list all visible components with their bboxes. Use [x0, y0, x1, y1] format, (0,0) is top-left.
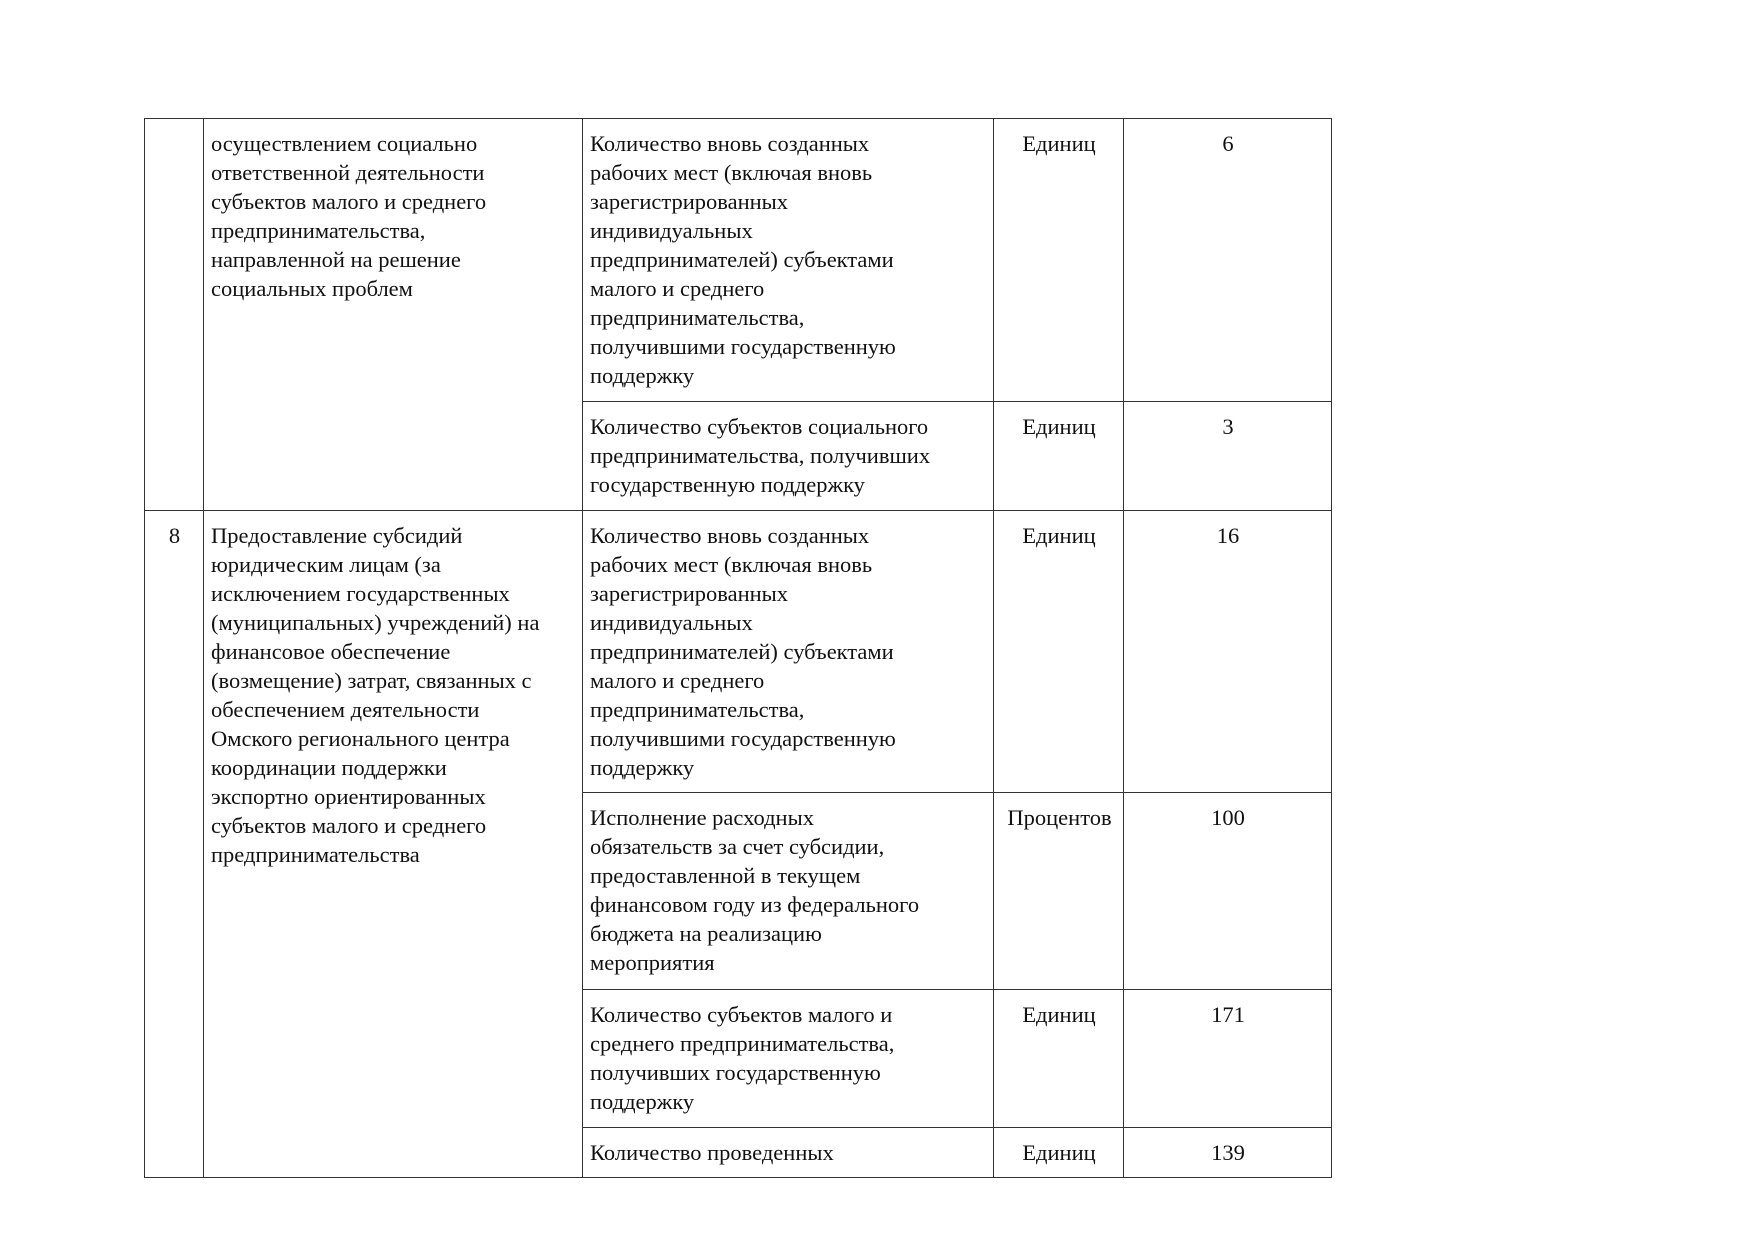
indicator-name: Количество проведенных	[582, 1127, 994, 1178]
table-row: Исполнение расходных обязательств за сче…	[145, 792, 1332, 990]
table-row: осуществлением социально ответственной д…	[144, 118, 1332, 511]
row-number: 8	[144, 510, 204, 1178]
row-number	[144, 118, 204, 511]
table-row: Количество субъектов социального предпри…	[145, 401, 1332, 511]
indicator-value: 100	[1123, 792, 1332, 990]
indicator-unit: Процентов	[993, 792, 1124, 990]
activity-cell: Предоставление субсидий юридическим лица…	[203, 510, 583, 1178]
indicator-value: 16	[1123, 510, 1332, 793]
indicator-value: 6	[1123, 118, 1332, 402]
indicator-name: Количество субъектов малого и среднего п…	[582, 989, 994, 1128]
activity-cell: осуществлением социально ответственной д…	[203, 118, 583, 511]
indicator-name: Количество вновь созданных рабочих мест …	[582, 510, 994, 793]
indicator-value: 171	[1123, 989, 1332, 1128]
table-row: 8 Предоставление субсидий юридическим ли…	[144, 510, 1332, 1178]
indicator-value: 3	[1123, 401, 1332, 511]
table-row: Количество субъектов малого и среднего п…	[145, 989, 1332, 1128]
indicator-unit: Единиц	[993, 510, 1124, 793]
indicator-name: Количество субъектов социального предпри…	[582, 401, 994, 511]
indicator-unit: Единиц	[993, 1127, 1124, 1178]
indicator-unit: Единиц	[993, 118, 1124, 402]
indicator-value: 139	[1123, 1127, 1332, 1178]
indicators-table: осуществлением социально ответственной д…	[144, 118, 1332, 1178]
indicator-name: Количество вновь созданных рабочих мест …	[582, 118, 994, 402]
indicator-name: Исполнение расходных обязательств за сче…	[582, 792, 994, 990]
indicator-unit: Единиц	[993, 989, 1124, 1128]
indicator-unit: Единиц	[993, 401, 1124, 511]
table-row: Количество проведенных Единиц 139	[145, 1127, 1332, 1178]
